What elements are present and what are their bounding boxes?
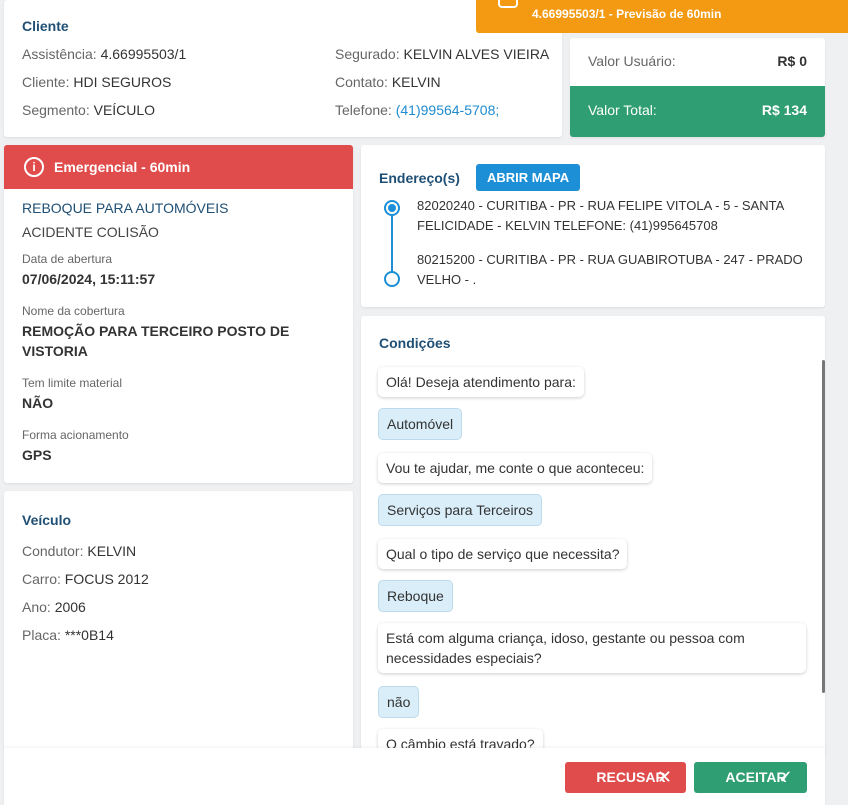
telefone-label: Telefone:	[335, 102, 392, 118]
route-line	[391, 216, 393, 272]
carro-value: FOCUS 2012	[64, 571, 149, 587]
valor-usuario-row: Valor Usuário: R$ 0	[570, 38, 825, 86]
assistencia-label: Assistência:	[22, 46, 97, 62]
placa-field: Placa: ***0B14	[22, 627, 114, 643]
chat-answer: Serviços para Terceiros	[378, 494, 543, 526]
accept-label: ACEITAR	[725, 769, 787, 785]
conditions-card: Condições Olá! Deseja atendimento para: …	[361, 316, 825, 756]
condutor-value: KELVIN	[87, 543, 137, 559]
service-card: i Emergencial - 60min REBOQUE PARA AUTOM…	[4, 145, 353, 483]
chat-question: Olá! Deseja atendimento para:	[378, 367, 584, 397]
valor-total-label: Valor Total:	[588, 102, 657, 118]
refuse-button[interactable]: RECUSAR ✕	[565, 762, 686, 793]
abertura-label: Data de abertura	[22, 252, 113, 266]
cobertura-label: Nome da cobertura	[22, 304, 125, 318]
address-card: Endereço(s) ABRIR MAPA 82020240 - CURITI…	[361, 145, 825, 307]
conditions-title: Condições	[379, 335, 451, 351]
carro-field: Carro: FOCUS 2012	[22, 571, 149, 587]
check-icon: ✓	[777, 767, 793, 787]
carro-label: Carro:	[22, 571, 61, 587]
ano-field: Ano: 2006	[22, 599, 86, 615]
ano-value: 2006	[54, 599, 86, 615]
assistencia-field: Assistência: 4.66995503/1	[22, 46, 186, 62]
origin-marker-icon	[384, 200, 400, 216]
chat-question: Vou te ajudar, me conte o que aconteceu:	[378, 453, 653, 483]
contato-field: Contato: KELVIN	[335, 74, 441, 90]
ano-label: Ano:	[22, 599, 51, 615]
conditions-scrollbar[interactable]	[822, 360, 825, 693]
segmento-label: Segmento:	[22, 102, 90, 118]
cliente-value: HDI SEGUROS	[73, 74, 172, 90]
vehicle-card: Veículo Condutor: KELVIN Carro: FOCUS 20…	[4, 491, 353, 751]
condutor-label: Condutor:	[22, 543, 84, 559]
forecast-banner: 4.66995503/1 - Previsão de 60min	[476, 0, 848, 33]
limite-label: Tem limite material	[22, 376, 123, 390]
car-icon	[498, 0, 518, 8]
acionamento-value: GPS	[22, 447, 52, 463]
chat-answer: Reboque	[378, 580, 453, 612]
action-footer: RECUSAR ✕ ACEITAR ✓	[4, 748, 825, 805]
client-title: Cliente	[22, 18, 69, 34]
valor-total-row: Valor Total: R$ 134	[570, 86, 825, 137]
telefone-field: Telefone: (41)99564-5708;	[335, 102, 499, 118]
service-type: REBOQUE PARA AUTOMÓVEIS	[22, 200, 229, 216]
cliente-label: Cliente:	[22, 74, 70, 90]
close-icon: ✕	[656, 767, 672, 787]
cliente-field: Cliente: HDI SEGUROS	[22, 74, 171, 90]
origin-address: 82020240 - CURITIBA - PR - RUA FELIPE VI…	[417, 198, 784, 233]
emergency-label: Emergencial - 60min	[54, 159, 191, 175]
chat-question: Está com alguma criança, idoso, gestante…	[378, 623, 806, 673]
valor-usuario-label: Valor Usuário:	[588, 53, 676, 69]
chat-answer: não	[378, 686, 420, 718]
destination-address: 80215200 - CURITIBA - PR - RUA GUABIROTU…	[417, 252, 803, 287]
chat-question: Qual o tipo de serviço que necessita?	[378, 539, 628, 569]
destination-marker-icon	[384, 271, 400, 287]
contato-label: Contato:	[335, 74, 388, 90]
acionamento-label: Forma acionamento	[22, 428, 129, 442]
refuse-label: RECUSAR	[596, 769, 666, 785]
forecast-text: 4.66995503/1 - Previsão de 60min	[532, 7, 722, 21]
abertura-value: 07/06/2024, 15:11:57	[22, 271, 156, 287]
alert-circle-icon: i	[24, 157, 44, 177]
placa-value: ***0B14	[64, 627, 114, 643]
telefone-link[interactable]: (41)99564-5708;	[395, 102, 500, 118]
emergency-header: i Emergencial - 60min	[4, 145, 353, 189]
values-card: Valor Usuário: R$ 0 Valor Total: R$ 134	[570, 38, 825, 137]
segurado-field: Segurado: KELVIN ALVES VIEIRA	[335, 46, 549, 62]
limite-value: NÃO	[22, 395, 54, 411]
accept-button[interactable]: ACEITAR ✓	[694, 762, 807, 793]
assistencia-value: 4.66995503/1	[100, 46, 187, 62]
cobertura-value: REMOÇÃO PARA TERCEIRO POSTO DE VISTORIA	[22, 323, 290, 359]
valor-total-value: R$ 134	[761, 102, 807, 118]
segurado-value: KELVIN ALVES VIEIRA	[403, 46, 550, 62]
segmento-field: Segmento: VEÍCULO	[22, 102, 155, 118]
chat-answer: Automóvel	[378, 408, 463, 440]
vehicle-title: Veículo	[22, 512, 72, 528]
placa-label: Placa:	[22, 627, 61, 643]
segurado-label: Segurado:	[335, 46, 400, 62]
condutor-field: Condutor: KELVIN	[22, 543, 136, 559]
segmento-value: VEÍCULO	[93, 102, 156, 118]
open-map-button[interactable]: ABRIR MAPA	[476, 164, 581, 191]
service-subtype: ACIDENTE COLISÃO	[22, 224, 159, 240]
client-card: Cliente Assistência: 4.66995503/1 Client…	[4, 0, 562, 137]
address-title: Endereço(s)	[379, 170, 460, 186]
contato-value: KELVIN	[391, 74, 441, 90]
valor-usuario-value: R$ 0	[777, 53, 807, 69]
